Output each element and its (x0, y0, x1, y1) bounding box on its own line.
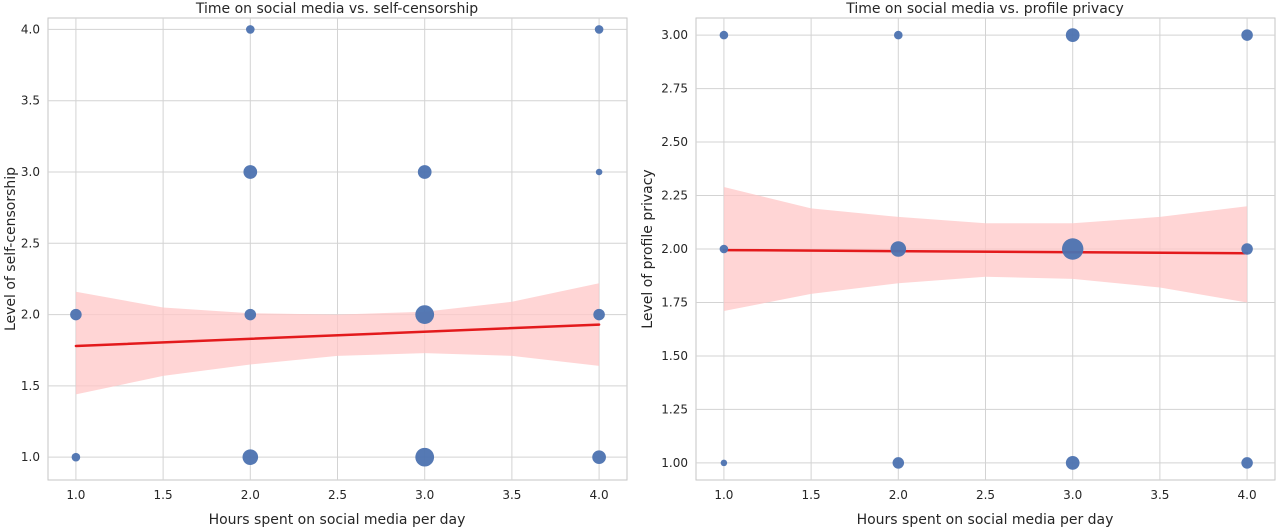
x-tick-label: 3.0 (415, 488, 434, 502)
x-tick-label: 1.5 (154, 488, 173, 502)
data-point (719, 244, 729, 254)
data-point (243, 165, 258, 179)
data-point (70, 308, 82, 321)
data-point (719, 30, 729, 40)
data-points (70, 25, 606, 467)
data-point (890, 241, 907, 257)
y-tick-label: 3.5 (21, 94, 40, 108)
x-tick-label: 4.0 (1238, 488, 1257, 502)
chart-title: Time on social media vs. profile privacy (845, 1, 1124, 17)
chart-title: Time on social media vs. self-censorship (195, 1, 478, 17)
scatter-plot-self-censorship: 1.0 1.5 2.0 2.5 3.0 3.5 4.0 1.0 1.5 2.0 2.5 3.0 3.5… (3, 1, 628, 528)
confidence-band-area (75, 283, 600, 395)
x-tick-label: 1.0 (66, 488, 85, 502)
y-tick-label: 1.25 (661, 402, 688, 416)
data-point (594, 25, 604, 34)
data-point (1065, 28, 1080, 42)
y-tick-label: 2.5 (21, 236, 40, 250)
data-point (892, 457, 905, 469)
y-tick-label: 1.50 (661, 349, 688, 363)
data-point (592, 450, 606, 465)
y-tick-labels: 1.00 1.25 1.50 1.75 2.00 2.25 2.50 2.75 3.00 (661, 28, 688, 470)
x-tick-label: 4.0 (590, 488, 609, 502)
scatter-plot-profile-privacy: 1.0 1.5 2.0 2.5 3.0 3.5 4.0 1.00 1.25 1.50 1.75 2.… (640, 1, 1276, 528)
data-point (1241, 243, 1253, 255)
data-point (1061, 238, 1084, 260)
x-tick-label: 1.0 (714, 488, 733, 502)
y-tick-label: 3.00 (661, 28, 688, 42)
x-axis-title: Hours spent on social media per day (857, 512, 1114, 528)
x-tick-label: 3.5 (502, 488, 521, 502)
x-tick-label: 3.0 (1063, 488, 1082, 502)
data-point (244, 308, 257, 321)
regression-line-path (74, 323, 601, 348)
x-tick-label: 2.5 (976, 488, 995, 502)
regression-line-path (722, 248, 1249, 255)
data-point (242, 449, 259, 465)
x-tick-label: 2.0 (889, 488, 908, 502)
data-point (415, 305, 435, 324)
x-axis-title: Hours spent on social media per day (209, 512, 466, 528)
x-tick-label: 3.5 (1150, 488, 1169, 502)
y-tick-label: 4.0 (21, 22, 40, 36)
y-tick-label: 2.25 (661, 189, 688, 203)
confidence-band-area (723, 187, 1248, 311)
x-tick-label: 1.5 (802, 488, 821, 502)
confidence-band (723, 187, 1248, 311)
y-tick-labels: 1.0 1.5 2.0 2.5 3.0 3.5 4.0 (21, 22, 40, 464)
data-point (71, 452, 81, 462)
y-tick-label: 1.75 (661, 295, 688, 309)
data-point (595, 168, 603, 176)
regression-line (74, 323, 601, 348)
data-point (894, 30, 903, 40)
x-tick-label: 2.5 (328, 488, 347, 502)
y-tick-label: 2.00 (661, 242, 688, 256)
x-tick-labels: 1.0 1.5 2.0 2.5 3.0 3.5 4.0 (66, 488, 608, 502)
data-points (719, 28, 1253, 470)
y-tick-label: 2.75 (661, 82, 688, 96)
data-point (246, 25, 255, 34)
gridlines (696, 18, 1275, 480)
y-tick-label: 3.0 (21, 165, 40, 179)
y-tick-label: 2.50 (661, 135, 688, 149)
y-tick-label: 2.0 (21, 308, 40, 322)
data-point (417, 165, 432, 179)
data-point (1241, 457, 1253, 469)
y-axis-title: Level of profile privacy (640, 169, 656, 328)
y-tick-label: 1.0 (21, 450, 40, 464)
data-point (720, 459, 728, 467)
data-point (415, 447, 435, 467)
regression-line (722, 248, 1249, 255)
x-tick-labels: 1.0 1.5 2.0 2.5 3.0 3.5 4.0 (714, 488, 1256, 502)
y-tick-label: 1.5 (21, 379, 40, 393)
x-tick-label: 2.0 (241, 488, 260, 502)
y-axis-title: Level of self-censorship (3, 167, 19, 331)
confidence-band (75, 283, 600, 395)
data-point (1241, 29, 1253, 41)
data-point (593, 308, 605, 321)
y-tick-label: 1.00 (661, 456, 688, 470)
data-point (1065, 456, 1080, 470)
